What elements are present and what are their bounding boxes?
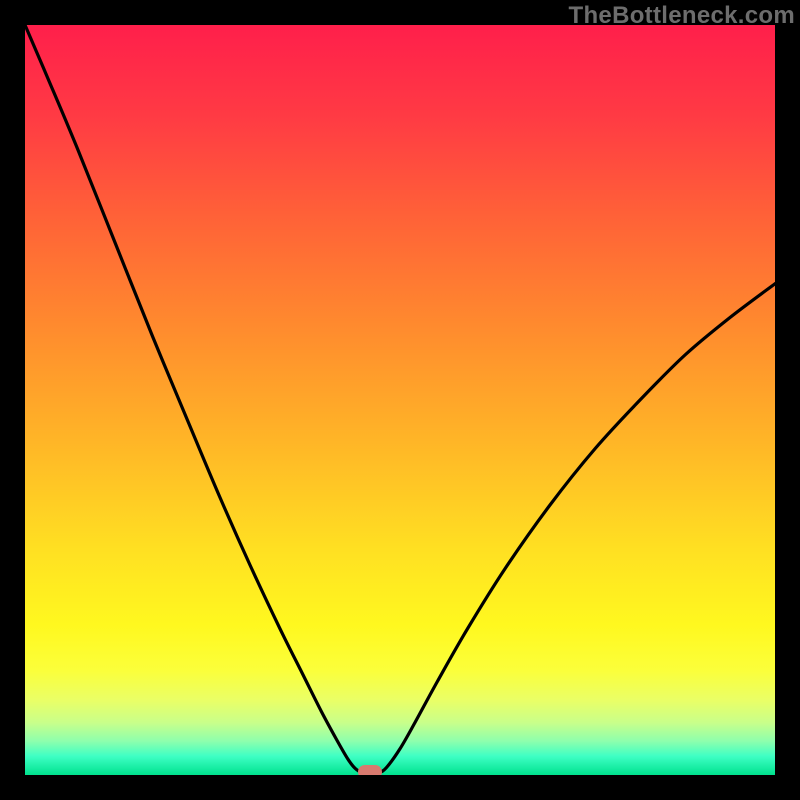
watermark-text: TheBottleneck.com bbox=[569, 2, 795, 30]
bottleneck-curve bbox=[25, 25, 775, 775]
curve-path bbox=[25, 25, 775, 774]
bottleneck-marker bbox=[358, 765, 382, 775]
plot-area bbox=[25, 25, 775, 775]
